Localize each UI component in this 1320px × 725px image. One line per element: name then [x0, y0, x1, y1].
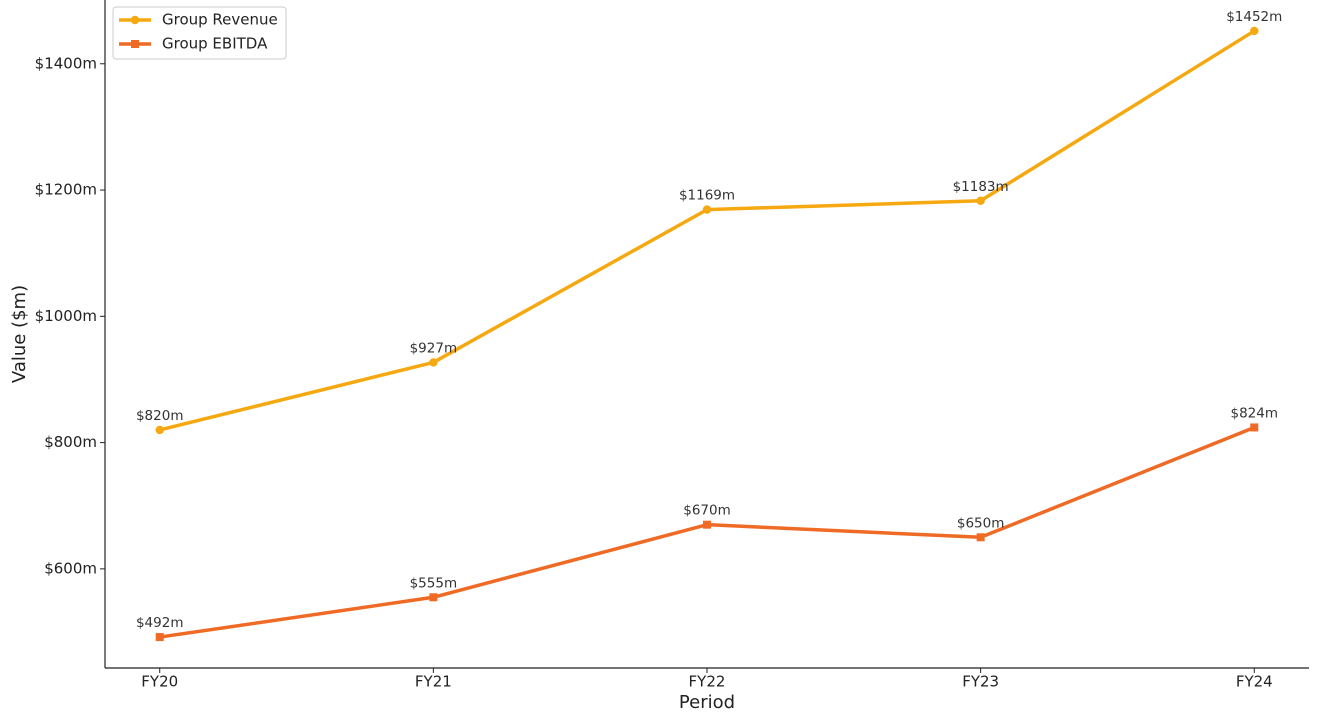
y-axis-label: Value ($m) — [9, 285, 30, 383]
y-tick-label: $1000m — [35, 307, 97, 325]
data-label: $1452m — [1226, 9, 1282, 25]
data-label: $820m — [136, 408, 184, 424]
y-tick-label: $1200m — [35, 181, 97, 199]
marker — [155, 633, 164, 642]
marker — [429, 593, 438, 602]
marker — [976, 196, 985, 205]
x-axis-label: Period — [679, 692, 735, 713]
data-label: $927m — [410, 340, 458, 356]
y-tick-label: $1400m — [35, 54, 97, 72]
series-line — [159, 29, 1256, 432]
x-tick-label: FY24 — [1236, 673, 1273, 691]
marker — [131, 40, 139, 48]
data-label: $1169m — [679, 188, 735, 204]
marker — [976, 533, 985, 542]
data-label: $1183m — [953, 179, 1009, 195]
data-label: $492m — [136, 615, 184, 631]
data-label: $824m — [1231, 405, 1279, 421]
data-label: $650m — [957, 515, 1005, 531]
marker — [703, 520, 711, 529]
marker — [1250, 423, 1259, 432]
marker — [429, 358, 438, 367]
marker — [155, 425, 164, 435]
marker — [130, 15, 140, 25]
x-tick-label: FY20 — [141, 673, 178, 691]
marker — [1250, 26, 1259, 36]
legend-label: Group EBITDA — [162, 35, 268, 53]
data-label: $670m — [683, 503, 731, 519]
y-tick-label: $800m — [44, 433, 97, 451]
y-tick-label: $600m — [44, 559, 97, 577]
x-tick-label: FY21 — [415, 673, 452, 691]
legend-label: Group Revenue — [162, 11, 278, 29]
data-label: $555m — [410, 575, 458, 591]
series-line — [159, 425, 1255, 639]
legend-box — [112, 6, 287, 60]
x-tick-label: FY22 — [689, 673, 726, 691]
x-tick-label: FY23 — [962, 673, 999, 691]
marker — [702, 205, 712, 214]
